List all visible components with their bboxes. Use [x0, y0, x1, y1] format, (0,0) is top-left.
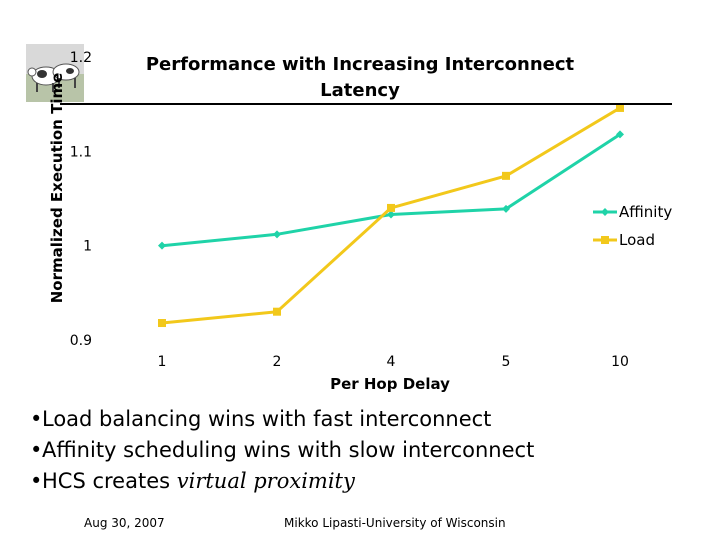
chart-title-line-2: Latency	[320, 80, 400, 101]
legend-marker	[601, 208, 609, 216]
data-point-load	[387, 203, 395, 212]
bullet-text: Affinity scheduling wins with slow inter…	[42, 438, 535, 462]
data-point-affinity	[273, 230, 281, 239]
bullet-text-italic: virtual proximity	[176, 469, 355, 493]
legend-label-affinity: Affinity	[619, 203, 672, 221]
x-tick-label: 10	[611, 354, 629, 370]
y-axis-title: Normalized Execution Time	[48, 73, 66, 304]
y-tick-label: 0.9	[70, 333, 92, 349]
bullet-mark: •	[30, 407, 43, 431]
data-point-load	[158, 319, 166, 328]
bullet-list: •Load balancing wins with fast interconn…	[30, 404, 690, 497]
x-tick-label: 5	[502, 354, 511, 370]
footer-date: Aug 30, 2007	[84, 516, 165, 530]
bullet-mark: •	[30, 438, 43, 462]
bullet-text: HCS creates	[42, 469, 177, 493]
x-tick-label: 1	[158, 354, 167, 370]
bullet-mark: •	[30, 469, 43, 493]
cow-logo-icon	[26, 44, 84, 102]
bullet-text: Load balancing wins with fast interconne…	[42, 407, 492, 431]
chart-title-line-1: Performance with Increasing Interconnect	[146, 54, 575, 75]
data-point-load	[502, 171, 510, 180]
line-chart: Performance with Increasing Interconnect…	[48, 50, 672, 393]
data-point-affinity	[616, 130, 624, 139]
bullet-2: •Affinity scheduling wins with slow inte…	[30, 435, 690, 466]
x-tick-label: 4	[387, 354, 396, 370]
bullet-3: •HCS creates virtual proximity	[30, 466, 690, 497]
data-point-load	[616, 103, 624, 112]
data-point-affinity	[387, 210, 395, 219]
x-tick-label: 2	[273, 354, 282, 370]
data-point-load	[273, 307, 281, 316]
bullet-1: •Load balancing wins with fast interconn…	[30, 404, 690, 435]
header-rule	[60, 103, 672, 105]
y-tick-label: 1.1	[70, 144, 92, 160]
series-line-affinity	[161, 133, 621, 248]
footer-author: Mikko Lipasti-University of Wisconsin	[284, 516, 506, 530]
x-axis-title: Per Hop Delay	[330, 375, 450, 393]
y-tick-label: 1	[83, 239, 92, 255]
data-point-affinity	[502, 204, 510, 213]
legend-marker	[601, 236, 609, 244]
legend-label-load: Load	[619, 231, 655, 249]
y-tick-label: 1.2	[70, 50, 92, 66]
data-point-affinity	[158, 241, 166, 250]
